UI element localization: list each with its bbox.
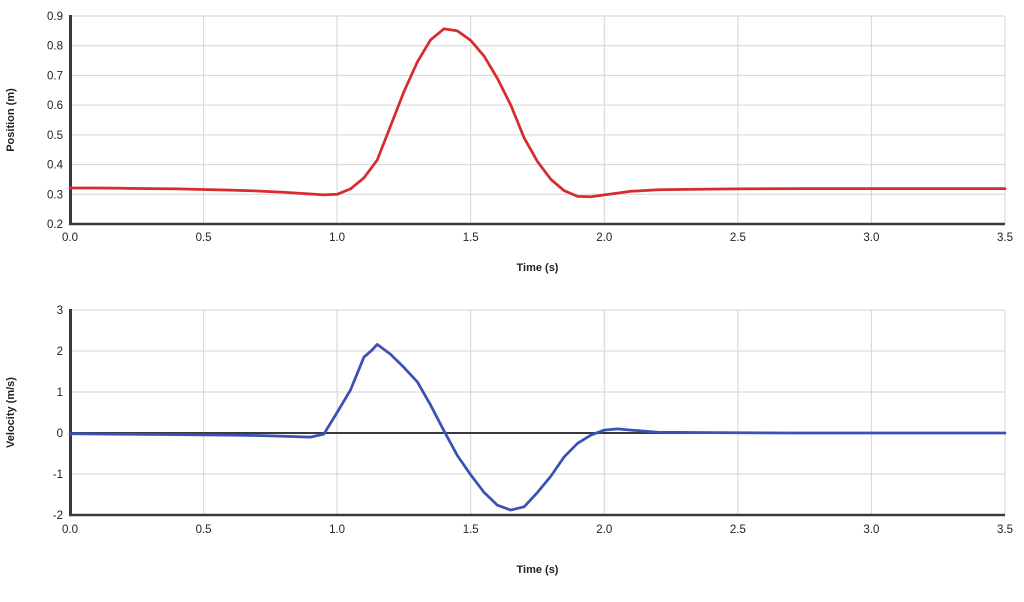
- y-tick-label: 0.6: [47, 100, 63, 112]
- x-tick-label: 3.0: [863, 524, 879, 536]
- y-tick-label: 0.2: [47, 219, 63, 231]
- velocity-series-line: [68, 343, 1007, 512]
- x-tick-label: 1.5: [463, 232, 479, 244]
- y-axis-title: Velocity (m/s): [5, 377, 17, 448]
- position-chart: 0.2 0.3 0.4 0.5 0.6 0.7 0.8 0.9 0.0 0.5 1.0 1.5 2.0 2…: [0, 0, 1024, 292]
- y-axis-title: Position (m): [5, 88, 17, 152]
- x-tick-label: 0.0: [62, 524, 78, 536]
- y-tick-label: -2: [53, 510, 63, 522]
- x-tick-label: 3.0: [863, 232, 879, 244]
- y-tick-label: 0.9: [47, 11, 63, 23]
- x-tick-label: 2.0: [596, 524, 612, 536]
- x-tick-label: 1.0: [329, 232, 345, 244]
- y-tick-label: 0.3: [47, 189, 63, 201]
- x-tick-label: 0.5: [196, 232, 212, 244]
- x-tick-label: 2.5: [730, 232, 746, 244]
- x-tick-label: 3.5: [997, 232, 1013, 244]
- x-axis-title: Time (s): [517, 262, 559, 274]
- y-tick-label: 3: [57, 305, 63, 317]
- y-tick-label: 0.5: [47, 130, 63, 142]
- position-series-line: [68, 27, 1007, 199]
- x-tick-label: 3.5: [997, 524, 1013, 536]
- y-tick-label: -1: [53, 469, 63, 481]
- x-tick-label: 0.5: [196, 524, 212, 536]
- x-tick-label: 2.5: [730, 524, 746, 536]
- x-axis-title: Time (s): [517, 564, 559, 576]
- y-tick-label: 0.4: [47, 160, 64, 172]
- x-tick-label: 2.0: [596, 232, 612, 244]
- velocity-chart-svg: -2 -1 0 1 2 3 0.0 0.5 1.0 1.5 2.0 2.5 3.0 3.5 Velocity…: [5, 305, 1013, 576]
- y-tick-label: 0.7: [47, 70, 63, 82]
- y-tick-label: 0: [57, 428, 63, 440]
- y-tick-label: 1: [57, 387, 63, 399]
- velocity-chart: -2 -1 0 1 2 3 0.0 0.5 1.0 1.5 2.0 2.5 3.0 3.5 Velocity…: [0, 292, 1024, 602]
- position-chart-svg: 0.2 0.3 0.4 0.5 0.6 0.7 0.8 0.9 0.0 0.5 1.0 1.5 2.0 2…: [5, 11, 1013, 274]
- x-tick-label: 1.0: [329, 524, 345, 536]
- x-tick-label: 1.5: [463, 524, 479, 536]
- x-tick-label: 0.0: [62, 232, 78, 244]
- y-tick-label: 0.8: [47, 41, 63, 53]
- y-tick-label: 2: [57, 346, 63, 358]
